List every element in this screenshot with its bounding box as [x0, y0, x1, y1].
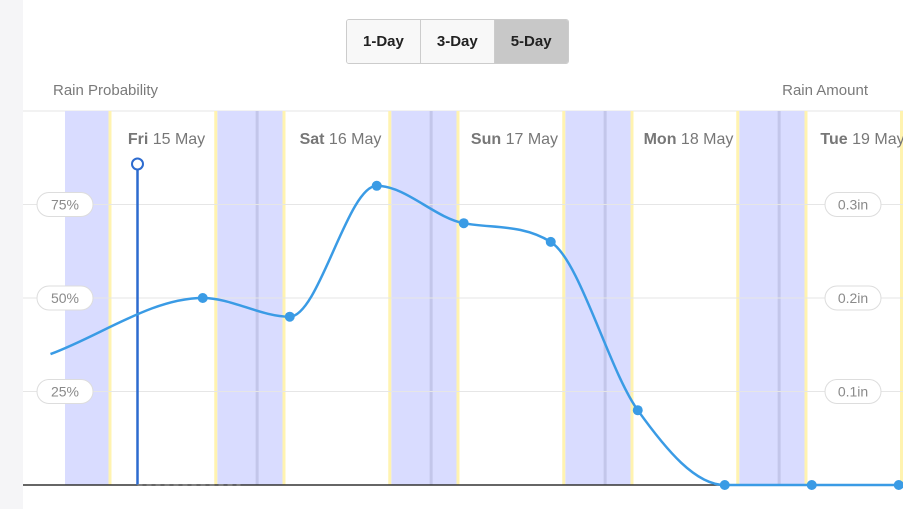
- data-point: [545, 236, 556, 247]
- day-date: 16 May: [324, 131, 381, 148]
- tick-pill-bg: [36, 379, 94, 404]
- day-label: Sun 17 May: [471, 131, 558, 148]
- tick-pill-bg: [824, 192, 882, 217]
- tick-pill-bg: [824, 285, 882, 311]
- data-point: [632, 405, 643, 416]
- day-weekday: Sat: [300, 131, 326, 148]
- tick-pill-bg: [36, 192, 94, 217]
- tick-label: 50%: [51, 290, 79, 306]
- tab-1-day[interactable]: 1-Day: [347, 20, 421, 63]
- day-label: Mon 18 May: [644, 131, 734, 148]
- tick-label: 0.2in: [838, 290, 868, 306]
- data-point: [197, 293, 208, 303]
- day-date: 19 May: [848, 131, 903, 148]
- range-tabs: 1-Day 3-Day 5-Day: [346, 19, 569, 64]
- right-axis-title: Rain Amount: [782, 82, 868, 99]
- day-date: 18 May: [676, 131, 733, 148]
- data-point: [893, 480, 903, 490]
- right-tick: 0.3in: [824, 192, 882, 217]
- tick-pill-bg: [824, 379, 882, 404]
- tick-label: 25%: [51, 384, 79, 400]
- day-label: Sat 16 May: [300, 131, 382, 148]
- data-point: [371, 180, 382, 191]
- tick-pill-bg: [36, 285, 94, 311]
- tab-5-day[interactable]: 5-Day: [494, 20, 568, 63]
- data-point: [719, 480, 730, 490]
- day-weekday: Mon: [644, 131, 677, 148]
- current-time-marker: [131, 157, 144, 171]
- tick-label: 0.1in: [838, 384, 868, 400]
- tick-label: 75%: [51, 197, 79, 213]
- day-weekday: Tue: [820, 131, 847, 148]
- left-tick: 75%: [36, 192, 94, 217]
- day-weekday: Fri: [128, 131, 148, 148]
- right-tick: 0.2in: [824, 285, 882, 311]
- data-point: [284, 311, 295, 322]
- day-label: Tue 19 May: [820, 131, 903, 148]
- day-weekday: Sun: [471, 131, 501, 148]
- left-axis-title: Rain Probability: [53, 82, 159, 99]
- tab-3-day[interactable]: 3-Day: [420, 20, 495, 63]
- day-date: 15 May: [148, 131, 205, 148]
- right-tick: 0.1in: [824, 379, 882, 404]
- left-tick: 50%: [36, 285, 94, 311]
- data-point: [806, 480, 817, 490]
- data-point: [458, 218, 469, 229]
- tick-label: 0.3in: [838, 197, 868, 213]
- day-label: Fri 15 May: [128, 131, 205, 148]
- day-date: 17 May: [501, 131, 558, 148]
- left-tick: 25%: [36, 379, 94, 404]
